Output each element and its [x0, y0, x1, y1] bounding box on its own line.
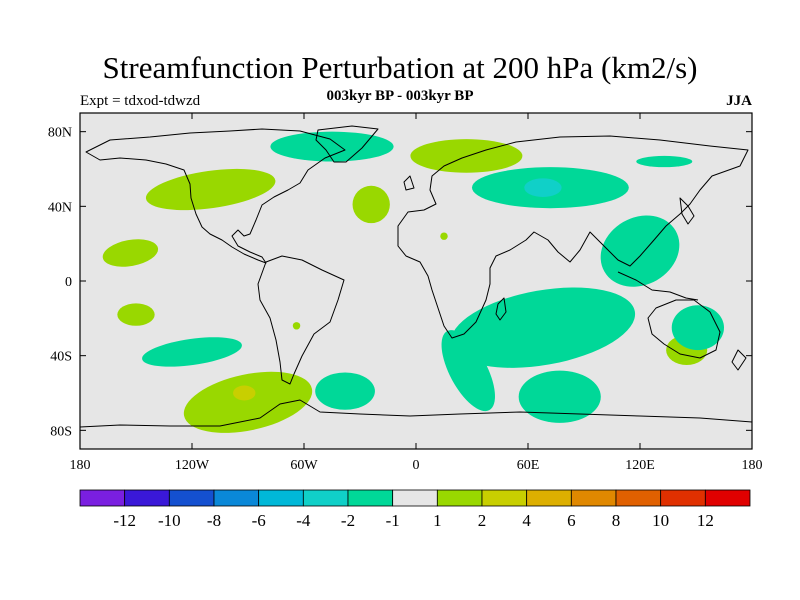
coastline-madagascar [495, 297, 507, 321]
x-tick-label: 120E [625, 458, 655, 473]
x-tick-label: 60W [290, 458, 318, 473]
x-tick-label: 0 [413, 458, 420, 473]
contour-region-3 [102, 239, 159, 267]
coastline-new-zealand [731, 349, 747, 371]
colorbar-label: -12 [113, 511, 136, 530]
x-tick-label: 180 [70, 458, 91, 473]
colorbar-label: -2 [341, 511, 355, 530]
x-tick-label: 120W [175, 458, 210, 473]
y-tick-label: 80N [48, 126, 72, 141]
contour-region-10 [270, 131, 394, 162]
contour-region-4 [117, 303, 155, 326]
colorbar-swatch [704, 489, 751, 507]
contour-region-1 [352, 185, 390, 224]
coastline-uk [403, 175, 415, 191]
colorbar-swatch [302, 489, 349, 507]
contour-regions [102, 131, 724, 433]
contour-region-8 [292, 322, 301, 330]
y-axis: 80N 40N 0 40S 80S [48, 126, 752, 439]
colorbar: -12 -10 -8 -6 -4 -2 -1 1 2 4 6 8 10 12 [79, 489, 751, 530]
colorbar-label: 6 [567, 511, 576, 530]
coastline-indonesia [617, 271, 699, 301]
colorbar-label: 12 [697, 511, 714, 530]
colorbar-swatch [392, 489, 438, 507]
colorbar-swatch [570, 489, 617, 507]
colorbar-swatch [347, 489, 394, 507]
contour-region-18 [518, 370, 601, 423]
coastlines [80, 125, 752, 428]
colorbar-label: 1 [433, 511, 442, 530]
colorbar-label: -4 [296, 511, 311, 530]
colorbar-swatch [436, 489, 483, 507]
chart-title: Streamfunction Perturbation at 200 hPa (… [102, 50, 698, 85]
x-tick-label: 60E [517, 458, 540, 473]
contour-region-13 [636, 155, 693, 168]
y-tick-label: 40N [48, 200, 72, 215]
colorbar-swatch [168, 489, 215, 507]
colorbar-swatch [79, 489, 126, 507]
colorbar-swatch [213, 489, 260, 507]
chart-subtitle: 003kyr BP - 003kyr BP [326, 88, 474, 104]
colorbar-swatch [481, 489, 528, 507]
experiment-label: Expt = tdxod-tdwzd [80, 93, 201, 109]
colorbar-label: -6 [252, 511, 266, 530]
coastline-australia [647, 299, 721, 359]
x-axis: 180 120W 60W 0 60E 120E 180 [70, 113, 763, 473]
coastline-south-america [257, 255, 345, 385]
coastline-japan [679, 197, 695, 225]
colorbar-label: 8 [612, 511, 621, 530]
colorbar-label: -1 [386, 511, 400, 530]
colorbar-label: -10 [158, 511, 181, 530]
y-tick-label: 0 [65, 275, 72, 290]
x-tick-label: 180 [742, 458, 763, 473]
colorbar-label: 2 [478, 511, 487, 530]
contour-region-5 [183, 371, 313, 433]
contour-region-20 [142, 337, 242, 367]
colorbar-swatch [660, 489, 706, 507]
colorbar-label: 10 [652, 511, 669, 530]
colorbar-swatch [258, 489, 304, 507]
contour-region-19 [671, 305, 724, 351]
contour-region-6 [233, 385, 256, 401]
contour-region-0 [145, 168, 276, 211]
y-tick-label: 80S [50, 424, 72, 439]
colorbar-swatch [526, 489, 572, 507]
y-tick-label: 40S [50, 350, 72, 365]
coastline-eurasia-africa [397, 135, 749, 339]
contour-region-16 [441, 330, 495, 412]
colorbar-label: -8 [207, 511, 221, 530]
season-label: JJA [726, 93, 752, 109]
coastline-antarctica [80, 399, 752, 428]
contour-region-12 [524, 178, 562, 198]
colorbar-label: 4 [522, 511, 531, 530]
contour-region-9 [440, 232, 448, 240]
contour-region-2 [410, 139, 523, 173]
coastline-greenland [315, 125, 379, 163]
colorbar-swatch [615, 489, 662, 507]
coastline-north-america [85, 128, 346, 264]
contour-region-17 [315, 372, 375, 410]
colorbar-swatch [124, 489, 170, 507]
